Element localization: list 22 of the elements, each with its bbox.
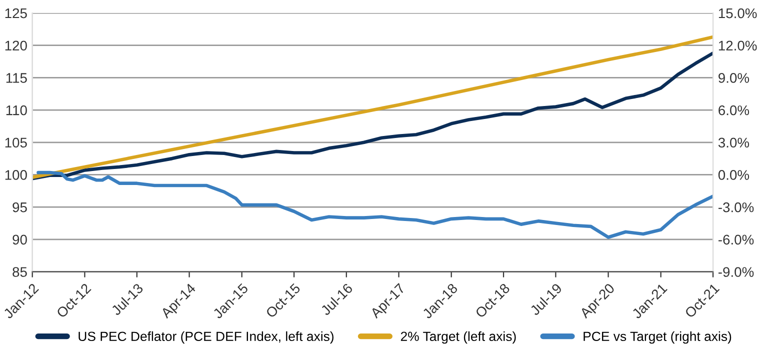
y-tick-label: 110 — [6, 105, 27, 116]
y-tick-label: 85 — [12, 267, 27, 277]
legend-label: 2% Target (left axis) — [400, 331, 516, 344]
legend-label: US PEC Deflator (PCE DEF Index, left axis) — [78, 331, 334, 344]
y-tick-label: 125 — [5, 8, 27, 18]
y2-tick-label: 0.0% — [718, 170, 750, 180]
y-tick-label: 120 — [5, 40, 27, 51]
y-tick-label: 100 — [5, 170, 27, 180]
legend-label: PCE vs Target (right axis) — [584, 331, 732, 344]
y-tick-label: 90 — [12, 234, 27, 245]
y2-tick-label: 12.0% — [718, 40, 757, 51]
y2-tick-label: 3.0% — [718, 138, 750, 148]
y-tick-label: 105 — [5, 138, 27, 148]
y2-tick-label: -6.0% — [718, 234, 754, 245]
y2-tick-label: 6.0% — [718, 105, 750, 116]
y-tick-label: 95 — [12, 202, 27, 212]
y2-tick-label: 15.0% — [718, 8, 757, 18]
y2-tick-label: -3.0% — [718, 202, 754, 212]
y-tick-label: 115 — [6, 73, 27, 83]
y2-tick-label: 9.0% — [718, 73, 750, 83]
y2-tick-label: -9.0% — [718, 267, 754, 277]
line-series — [36, 170, 714, 239]
